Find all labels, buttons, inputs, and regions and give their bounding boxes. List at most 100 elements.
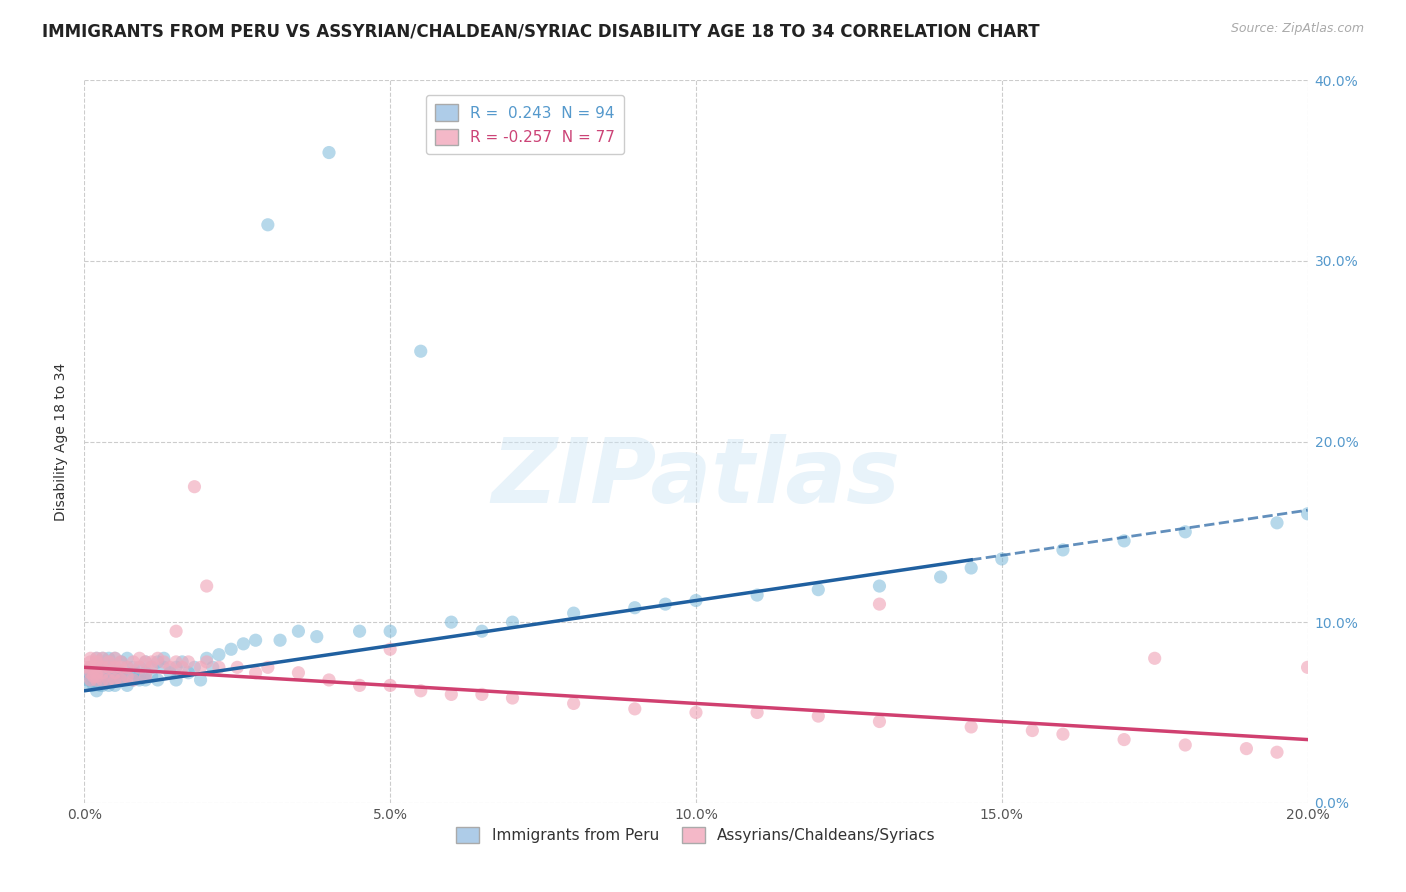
Point (91, 673, 114, 687)
Point (471, 624, 494, 639)
Point (86, 651, 108, 665)
Y-axis label: Disability Age 18 to 34: Disability Age 18 to 34 (55, 362, 69, 521)
Point (869, 714, 891, 729)
Point (79, 665, 101, 680)
Point (318, 145, 340, 160)
Point (115, 651, 138, 665)
Point (1052, 542, 1074, 557)
Text: ZIPatlas: ZIPatlas (492, 434, 900, 522)
Point (1052, 727, 1074, 741)
Point (1296, 660, 1319, 674)
Point (226, 660, 249, 674)
Point (86, 660, 108, 674)
Point (79, 660, 101, 674)
Point (257, 660, 280, 674)
Point (380, 642, 402, 657)
Point (110, 655, 132, 669)
Point (104, 665, 127, 680)
Point (232, 637, 254, 651)
Point (165, 660, 187, 674)
Point (245, 665, 267, 680)
Point (97, 678, 120, 692)
Point (91, 665, 114, 680)
Point (79, 655, 101, 669)
Point (172, 655, 194, 669)
Point (305, 630, 328, 644)
Legend: Immigrants from Peru, Assyrians/Chaldeans/Syriacs: Immigrants from Peru, Assyrians/Chaldean… (450, 822, 942, 849)
Point (104, 678, 127, 692)
Point (135, 669, 157, 683)
Point (960, 720, 983, 734)
Point (122, 673, 145, 687)
Point (685, 706, 707, 720)
Point (122, 673, 145, 687)
Point (146, 651, 169, 665)
Point (115, 678, 138, 692)
Point (1174, 524, 1197, 539)
Point (190, 673, 212, 687)
Point (86, 673, 108, 687)
Point (76, 660, 98, 674)
Point (79, 665, 101, 680)
Point (122, 665, 145, 680)
Point (104, 651, 127, 665)
Point (97, 673, 120, 687)
Point (287, 624, 309, 639)
Point (165, 624, 187, 639)
Point (502, 615, 524, 630)
Point (104, 651, 127, 665)
Point (208, 648, 231, 662)
Point (183, 480, 205, 494)
Point (960, 561, 983, 575)
Point (183, 660, 205, 674)
Point (195, 579, 218, 593)
Point (79, 673, 101, 687)
Point (654, 597, 676, 611)
Point (79, 660, 101, 674)
Point (165, 655, 187, 669)
Point (104, 673, 127, 687)
Point (115, 660, 138, 674)
Point (1265, 516, 1288, 530)
Point (153, 655, 176, 669)
Point (128, 660, 150, 674)
Point (177, 665, 200, 680)
Point (141, 660, 163, 674)
Point (86, 683, 108, 698)
Point (177, 655, 200, 669)
Point (104, 660, 127, 674)
Point (471, 687, 494, 701)
Point (190, 660, 212, 674)
Point (104, 660, 127, 674)
Point (122, 655, 145, 669)
Point (807, 582, 830, 597)
Point (349, 678, 371, 692)
Point (91, 665, 114, 680)
Point (991, 552, 1014, 566)
Point (153, 651, 176, 665)
Point (440, 687, 463, 701)
Point (624, 702, 647, 716)
Point (562, 697, 585, 711)
Point (122, 660, 145, 674)
Point (141, 655, 163, 669)
Point (1296, 507, 1319, 521)
Point (91, 678, 114, 692)
Point (1114, 533, 1136, 548)
Point (929, 570, 952, 584)
Point (141, 660, 163, 674)
Point (869, 579, 891, 593)
Point (409, 344, 432, 359)
Point (79, 651, 101, 665)
Point (1143, 651, 1166, 665)
Point (97, 665, 120, 680)
Point (318, 673, 340, 687)
Point (110, 660, 132, 674)
Point (349, 624, 371, 639)
Point (380, 624, 402, 639)
Point (869, 597, 891, 611)
Point (86, 669, 108, 683)
Point (208, 660, 231, 674)
Point (97, 651, 120, 665)
Point (172, 660, 194, 674)
